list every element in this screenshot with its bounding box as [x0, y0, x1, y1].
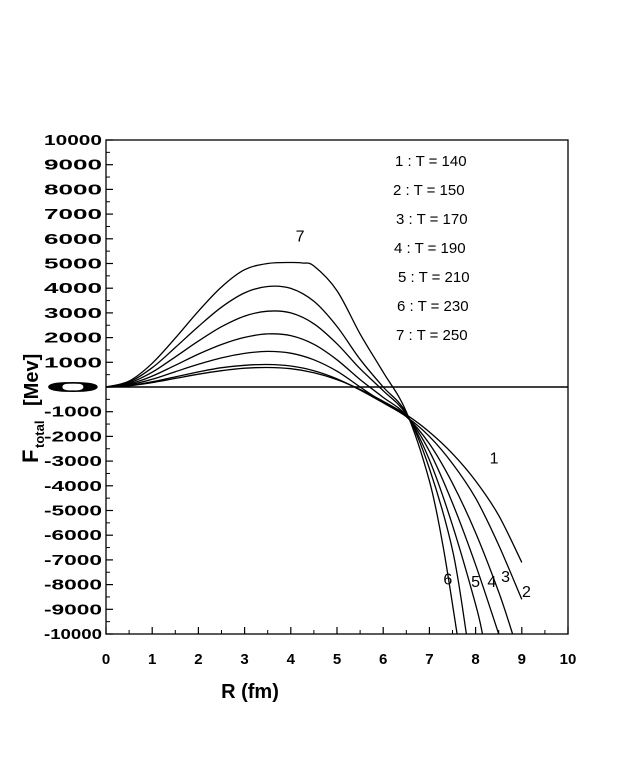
legend-entry: 5 : T = 210: [398, 269, 470, 286]
x-tick-label: 9: [518, 651, 526, 668]
y-tick-label: 7000: [44, 206, 102, 223]
y-tick-label: 3000: [44, 305, 102, 322]
legend-entry: 7 : T = 250: [396, 327, 468, 344]
y-axis-label-main: F: [18, 450, 43, 463]
curve-label-5: 5: [471, 574, 480, 591]
series-line-1: [106, 366, 523, 563]
legend-entry: 1 : T = 140: [395, 153, 467, 170]
y-tick-label: 4000: [44, 280, 102, 297]
x-tick-label: 4: [287, 651, 296, 668]
y-tick-label: 2000: [44, 330, 102, 347]
y-tick-label: -4000: [44, 478, 102, 495]
legend-entry: 4 : T = 190: [394, 240, 466, 257]
y-tick-label: 8000: [44, 181, 102, 198]
series-line-3: [106, 350, 514, 634]
legend-entry: 2 : T = 150: [393, 182, 465, 199]
x-tick-label: 1: [148, 651, 156, 668]
y-tick-label: -5000: [44, 503, 102, 520]
y-tick-label: 6000: [44, 231, 102, 248]
x-tick-label: 2: [194, 651, 202, 668]
curve-label-2: 2: [522, 584, 531, 601]
y-axis-label-unit: [Mev]: [21, 354, 43, 406]
y-tick-label: -8000: [44, 577, 102, 594]
curve-label-6: 6: [443, 572, 452, 589]
y-axis-label-subscript: total: [32, 421, 47, 448]
series-line-2: [106, 363, 523, 600]
x-tick-label: 3: [240, 651, 248, 668]
curve-label-7: 7: [296, 228, 305, 245]
curve-label-3: 3: [501, 569, 510, 586]
legend-entry: 6 : T = 230: [397, 298, 469, 315]
y-tick-label: -10000: [44, 626, 102, 643]
y-tick-label: -2000: [44, 428, 102, 445]
x-axis-label: R (fm): [221, 681, 279, 703]
y-tick-label: 5000: [44, 256, 102, 273]
y-tick-label: -1000: [44, 404, 102, 421]
series-group: [106, 261, 523, 634]
legend-entry: 3 : T = 170: [396, 211, 468, 228]
x-tick-label: 7: [425, 651, 433, 668]
series-line-4: [106, 333, 500, 634]
x-tick-label: 6: [379, 651, 387, 668]
y-tick-label: -3000: [44, 453, 102, 470]
y-tick-label: -7000: [44, 552, 102, 569]
series-line-7: [106, 261, 458, 634]
y-tick-label: 1000: [44, 354, 102, 371]
y-tick-label: -6000: [44, 527, 102, 544]
curve-label-4: 4: [487, 574, 496, 591]
y-tick-label: 10000: [44, 132, 102, 149]
x-tick-label: 0: [102, 651, 110, 668]
x-tick-label: 8: [471, 651, 479, 668]
series-line-6: [106, 285, 468, 634]
y-tick-label: 0: [44, 379, 102, 396]
y-tick-label: -9000: [44, 601, 102, 618]
y-tick-label: 9000: [44, 157, 102, 174]
x-tick-label: 5: [333, 651, 341, 668]
y-axis-label: F total [Mev]: [18, 354, 47, 463]
curve-label-1: 1: [490, 451, 499, 468]
legend: 1 : T = 140 2 : T = 150 3 : T = 170 4 : T =…: [393, 153, 470, 344]
x-tick-label: 10: [560, 651, 577, 668]
series-line-5: [106, 310, 484, 634]
